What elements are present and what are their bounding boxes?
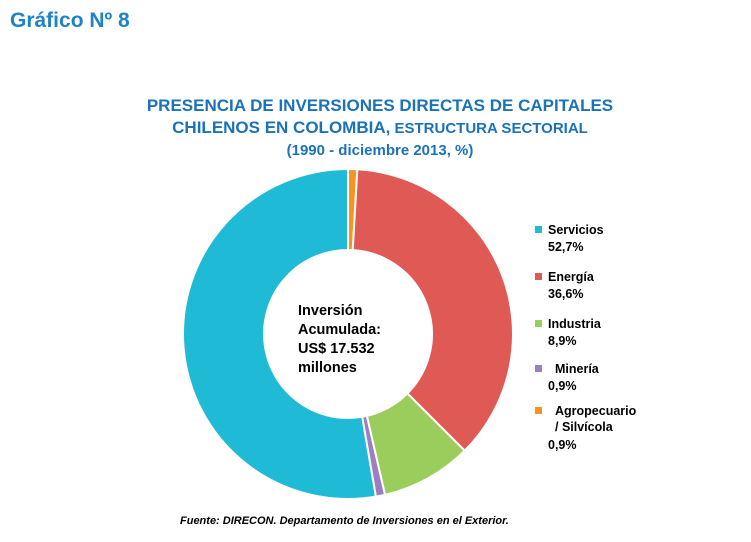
- legend-value-energia: 36,6%: [548, 287, 584, 301]
- legend-value-industria: 8,9%: [548, 334, 577, 348]
- chart-title: PRESENCIA DE INVERSIONES DIRECTAS DE CAP…: [80, 95, 680, 162]
- legend-value-agropecuario: 0,9%: [548, 438, 577, 452]
- figure-label: Gráfico Nº 8: [10, 9, 130, 32]
- legend-swatch-agropecuario: [535, 407, 542, 414]
- center-line2: Acumulada:: [298, 322, 381, 338]
- legend-swatch-servicios: [535, 226, 542, 233]
- source-note: Fuente: DIRECON. Departamento de Inversi…: [180, 515, 509, 527]
- chart-title-line1: PRESENCIA DE INVERSIONES DIRECTAS DE CAP…: [146, 96, 614, 115]
- donut-slice-servicios: [182, 167, 378, 500]
- center-line1: Inversión: [298, 303, 363, 319]
- legend-swatch-energia: [535, 273, 542, 280]
- legend-label-servicios: Servicios: [548, 223, 604, 237]
- chart-title-line3: (1990 - diciembre 2013, %): [286, 142, 474, 159]
- center-line4: millones: [298, 360, 357, 376]
- legend-swatch-mineria: [535, 365, 542, 372]
- chart-title-line2: CHILENOS EN COLOMBIA, ESTRUCTURA SECTORI…: [80, 117, 680, 140]
- chart-title-line2-sub: ESTRUCTURA SECTORIAL: [390, 120, 588, 137]
- legend-value-servicios: 52,7%: [548, 240, 584, 254]
- legend-label-energia: Energía: [548, 270, 594, 284]
- legend-swatch-industria: [535, 320, 542, 327]
- legend-label-industria: Industria: [548, 317, 601, 331]
- legend-label-agropecuario: Agropecuario / Silvícola: [555, 404, 637, 434]
- chart-title-line2-main: CHILENOS EN COLOMBIA,: [172, 118, 391, 137]
- donut-center-label: Inversión Acumulada: US$ 17.532 millones: [298, 302, 408, 378]
- legend-value-mineria: 0,9%: [548, 379, 577, 393]
- donut-slice-energia: [351, 168, 514, 453]
- center-line3: US$ 17.532: [298, 341, 375, 357]
- legend-label-mineria: Minería: [555, 362, 599, 376]
